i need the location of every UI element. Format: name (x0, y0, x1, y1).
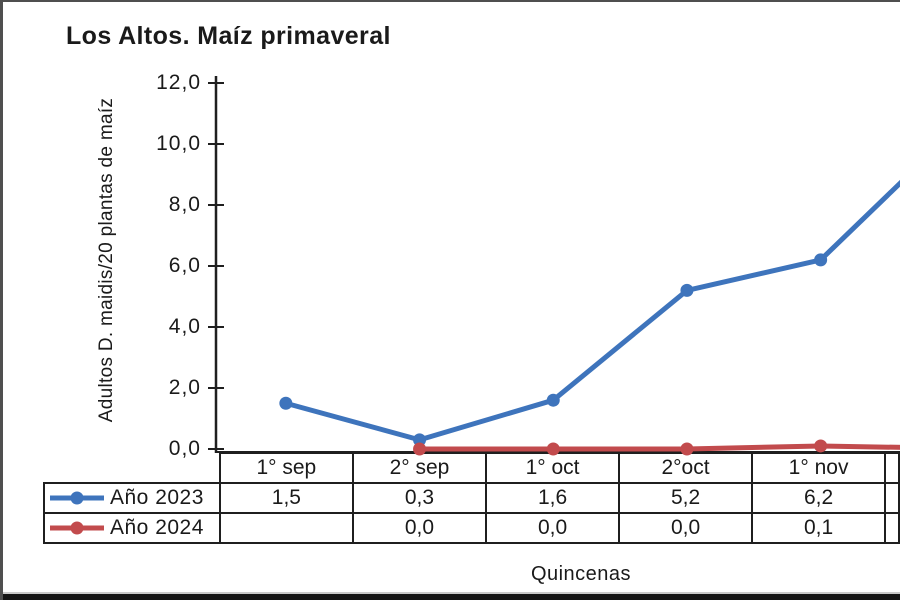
data-point-a-o-2023 (680, 283, 694, 297)
data-table: 1° sep 2° sep 1° oct 2°oct 1° nov Año 2023 1,5… (43, 452, 900, 544)
table-row-a-o-2024: Año 2024 0,0 0,0 0,0 0,1 (43, 512, 900, 544)
y-tick-label: 10,0 (156, 132, 201, 155)
legend-marker-icon (50, 491, 104, 505)
legend-marker-icon (50, 521, 104, 535)
legend-label: Año 2023 (110, 486, 204, 509)
table-cell: 6,2 (751, 482, 887, 514)
column-header: 1° nov (751, 452, 887, 484)
y-tick-label: 2,0 (168, 376, 201, 399)
window-bottom-bar (3, 592, 900, 600)
column-header: 2°oct (618, 452, 754, 484)
table-cell (218, 512, 354, 544)
data-point-a-o-2023 (413, 433, 427, 447)
legend-item-a-o-2023: Año 2023 (43, 482, 221, 514)
column-header: 1° sep (218, 452, 354, 484)
table-cell-clipped (884, 512, 900, 544)
legend-item-a-o-2024: Año 2024 (43, 512, 221, 544)
column-header: 1° oct (485, 452, 621, 484)
table-cell: 1,5 (218, 482, 354, 514)
table-cell: 5,2 (618, 482, 754, 514)
y-axis-label: Adultos D. maidis/20 plantas de maíz (96, 97, 117, 423)
data-point-a-o-2024 (814, 439, 828, 453)
table-row-a-o-2023: Año 2023 1,5 0,3 1,6 5,2 6,2 (43, 482, 900, 514)
y-tick-label: 6,0 (168, 254, 201, 277)
legend-label: Año 2024 (110, 516, 204, 539)
table-cell: 1,6 (485, 482, 621, 514)
series-line-a-o-2024 (417, 443, 900, 452)
table-cell: 0,0 (618, 512, 754, 544)
y-tick-label: 4,0 (168, 315, 201, 338)
table-corner-spacer (44, 453, 220, 483)
table-cell-clipped (884, 482, 900, 514)
x-axis-title: Quincenas (530, 563, 632, 585)
table-cell: 0,0 (351, 512, 488, 544)
chart-title: Los Altos. Maíz primaveral (66, 22, 391, 50)
data-point-a-o-2023 (546, 393, 560, 407)
table-header-row: 1° sep 2° sep 1° oct 2°oct 1° nov (44, 452, 900, 484)
data-point-a-o-2023 (814, 253, 828, 267)
column-header-clipped (884, 452, 900, 484)
series-line-a-o-2023 (283, 179, 900, 443)
y-tick-label: 12,0 (156, 71, 201, 94)
table-cell: 0,1 (751, 512, 887, 544)
table-cell: 0,3 (351, 482, 488, 514)
data-point-a-o-2023 (279, 396, 293, 410)
y-tick-label: 0,0 (168, 437, 201, 460)
table-cell: 0,0 (485, 512, 621, 544)
y-tick-label: 8,0 (168, 193, 201, 216)
column-header: 2° sep (351, 452, 488, 484)
